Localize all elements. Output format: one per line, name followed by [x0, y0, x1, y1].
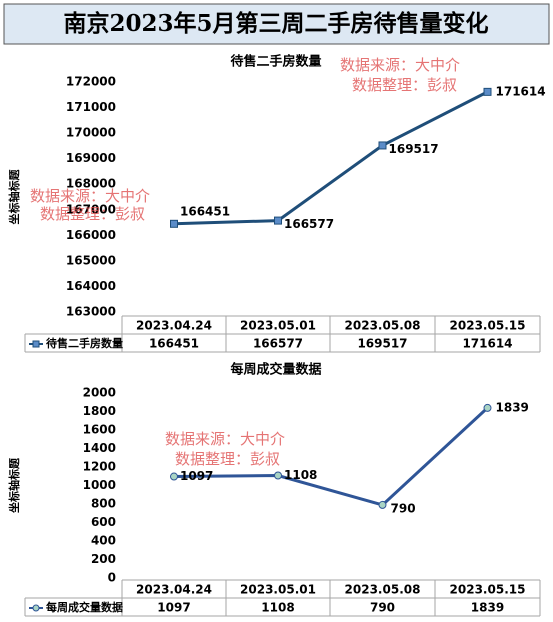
table-value: 1839: [471, 601, 504, 615]
x-tick-label: 2023.05.01: [240, 319, 316, 333]
y-tick-label: 172000: [66, 75, 116, 89]
legend-marker: [32, 340, 40, 348]
y-tick-label: 1600: [83, 423, 116, 437]
y-tick-label: 400: [91, 534, 116, 548]
legend-marker: [32, 604, 40, 612]
marker: [170, 472, 178, 481]
x-tick-label: 2023.04.24: [136, 319, 212, 333]
watermark: 数据来源：大中介: [340, 56, 460, 74]
y-tick-label: 168000: [66, 177, 116, 191]
y-tick-label: 163000: [66, 305, 116, 319]
y-tick-label: 800: [91, 497, 116, 511]
y-tick-label: 165000: [66, 253, 116, 267]
data-label: 171614: [496, 84, 546, 98]
watermark: 数据来源：大中介: [30, 187, 150, 205]
watermark: 数据整理：彭叔: [352, 76, 457, 94]
y-tick-label: 170000: [66, 126, 116, 140]
marker: [170, 219, 178, 228]
y-tick-label: 171000: [66, 100, 116, 114]
data-label: 169517: [389, 142, 439, 156]
x-tick-label: 2023.05.15: [450, 319, 526, 333]
x-tick-label: 2023.05.08: [345, 583, 421, 597]
table-value: 1108: [261, 601, 294, 615]
y-tick-label: 600: [91, 515, 116, 529]
legend-label: 待售二手房数量: [45, 336, 123, 350]
data-label: 1108: [284, 468, 317, 482]
table-value: 166451: [149, 337, 199, 351]
x-tick-label: 2023.05.08: [345, 319, 421, 333]
y-tick-label: 1000: [83, 478, 116, 492]
y-tick-label: 1400: [83, 441, 116, 455]
data-label: 166577: [284, 217, 334, 231]
x-tick-label: 2023.05.15: [450, 583, 526, 597]
y-tick-label: 0: [108, 571, 116, 585]
y-axis-title: 坐标轴标题: [7, 457, 21, 513]
chart-title: 待售二手房数量: [229, 54, 321, 70]
header-box: [3, 3, 550, 45]
data-label: 166451: [180, 204, 230, 218]
watermark: 数据整理：彭叔: [175, 450, 280, 468]
marker: [274, 471, 282, 480]
y-tick-label: 1800: [83, 404, 116, 418]
series-line: [173, 90, 489, 226]
table-value: 1097: [157, 601, 190, 615]
marker: [378, 500, 387, 509]
x-tick-label: 2023.05.01: [240, 583, 316, 597]
table-value: 169517: [357, 337, 407, 351]
y-tick-label: 164000: [66, 279, 116, 293]
marker: [274, 216, 282, 225]
data-label: 1097: [180, 469, 213, 483]
y-tick-label: 166000: [66, 228, 116, 242]
marker: [483, 87, 492, 96]
watermark: 数据整理：彭叔: [40, 205, 145, 223]
data-label: 1839: [496, 400, 529, 414]
chart-title: 每周成交量数据: [230, 362, 321, 378]
y-axis-title: 坐标轴标题: [7, 169, 21, 225]
page-title: 南京2023年5月第三周二手房待售量变化: [63, 10, 488, 37]
table-value: 166577: [253, 337, 303, 351]
marker: [483, 403, 492, 412]
series-line: [173, 406, 489, 507]
table-value: 790: [370, 601, 395, 615]
legend-label: 每周成交量数据: [46, 600, 123, 614]
marker: [378, 141, 387, 150]
watermark: 数据来源：大中介: [165, 430, 285, 448]
y-tick-label: 1200: [83, 460, 116, 474]
data-label: 790: [391, 501, 416, 515]
y-tick-label: 200: [91, 552, 116, 566]
y-tick-label: 169000: [66, 151, 116, 165]
y-tick-label: 167000: [66, 202, 116, 216]
table-value: 171614: [462, 337, 512, 351]
x-tick-label: 2023.04.24: [136, 583, 212, 597]
y-tick-label: 2000: [83, 386, 116, 400]
